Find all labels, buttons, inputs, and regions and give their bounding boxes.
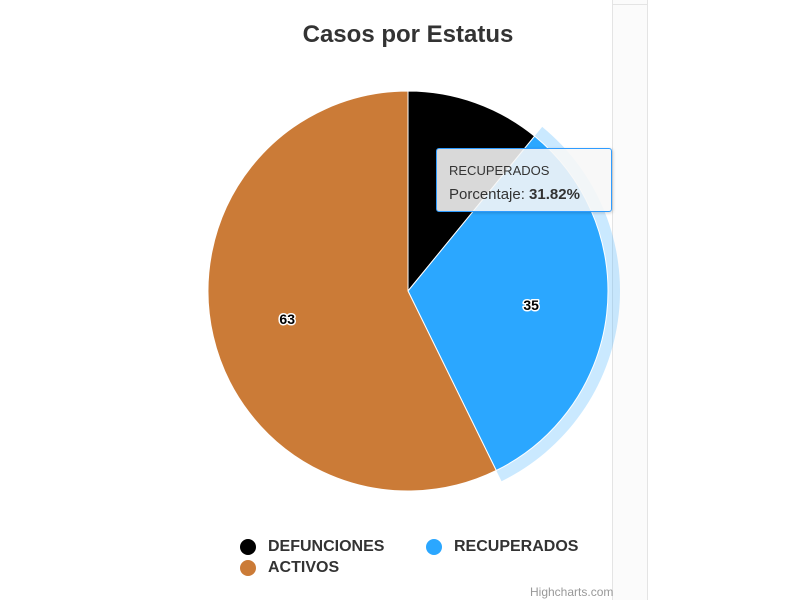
legend-label-defunciones: DEFUNCIONES xyxy=(268,538,385,555)
data-labels: 35 63 xyxy=(278,296,541,329)
tooltip: RECUPERADOS Porcentaje: 31.82% xyxy=(436,148,612,212)
data-label-recuperados: 35 xyxy=(523,297,539,313)
legend-item-recuperados[interactable]: RECUPERADOS xyxy=(426,538,578,556)
legend-item-activos[interactable]: ACTIVOS xyxy=(240,559,339,577)
tooltip-row: Porcentaje: 31.82% xyxy=(449,185,611,205)
halo-recuperados xyxy=(496,126,620,482)
legend-dot-recuperados-icon xyxy=(426,539,442,555)
tooltip-label: Porcentaje: xyxy=(449,186,530,203)
tooltip-value: 31.82% xyxy=(529,186,580,203)
legend-item-defunciones[interactable]: DEFUNCIONES xyxy=(240,538,384,556)
scrollbar-track[interactable] xyxy=(612,0,648,600)
legend-label-activos: ACTIVOS xyxy=(268,559,340,576)
credits-link[interactable]: Highcharts.com xyxy=(530,585,614,599)
tooltip-title: RECUPERADOS xyxy=(449,163,550,178)
legend: DEFUNCIONES RECUPERADOS ACTIVOS xyxy=(240,536,620,580)
legend-dot-activos-icon xyxy=(240,560,256,576)
legend-label-recuperados: RECUPERADOS xyxy=(454,538,579,555)
legend-dot-defunciones-icon xyxy=(240,539,256,555)
chart-title: Casos por Estatus xyxy=(303,21,514,48)
slice-activos[interactable] xyxy=(207,90,497,492)
hover-halo xyxy=(496,126,620,482)
data-label-activos: 63 xyxy=(279,311,295,327)
